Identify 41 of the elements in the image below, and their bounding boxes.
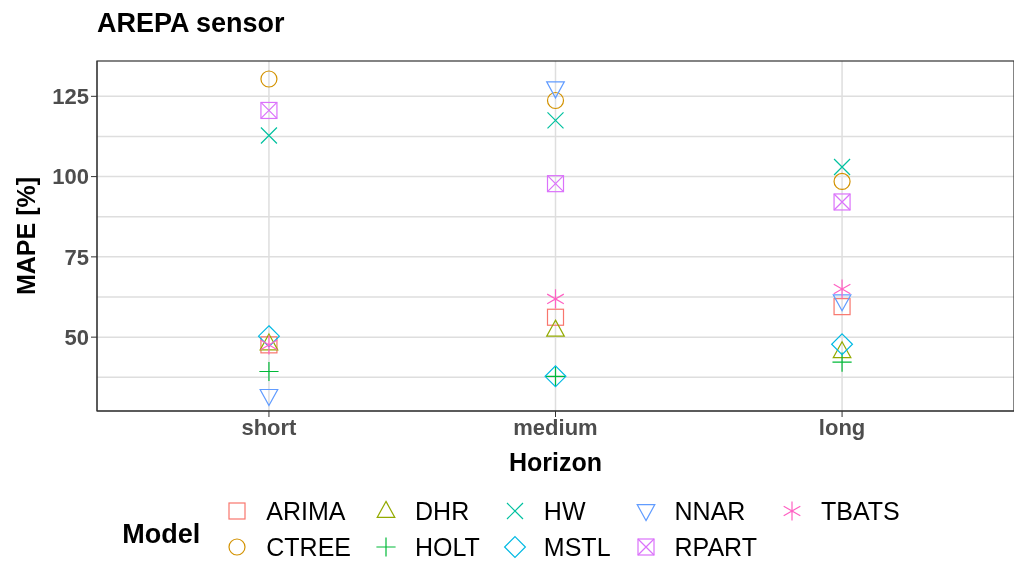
point [546, 111, 565, 129]
legend-label: CTREE [266, 532, 352, 562]
y-tick-label: 50 [64, 324, 89, 350]
y-axis-title: MAPE [%] [11, 176, 40, 296]
point [260, 126, 278, 145]
legend-title: Model [122, 518, 201, 550]
x-tick-label: short [241, 414, 298, 440]
point [833, 172, 851, 191]
point [833, 193, 851, 211]
point [832, 341, 852, 359]
point [833, 298, 851, 316]
y-tick-label: 125 [52, 84, 89, 110]
point [257, 325, 280, 348]
legend-label: HW [543, 496, 586, 526]
legend-label: ARIMA [266, 496, 346, 526]
point [258, 361, 280, 382]
point [546, 81, 565, 99]
legend-label: TBATS [820, 496, 900, 526]
point [833, 158, 851, 176]
legend-label: HOLT [415, 532, 480, 562]
point [546, 91, 565, 110]
legend-label: MSTL [543, 532, 611, 562]
y-tick-label: 75 [64, 244, 89, 270]
x-axis-title: Horizon [508, 448, 603, 476]
point [546, 288, 565, 310]
legend-label: RPART [674, 532, 757, 562]
point [831, 333, 854, 356]
point [833, 278, 851, 300]
x-tick-label: medium [513, 414, 598, 440]
point [259, 388, 279, 407]
point [546, 308, 565, 326]
point [546, 175, 565, 193]
x-tick-label: long [818, 414, 866, 440]
point [546, 319, 565, 337]
point [260, 70, 278, 88]
legend-label: NNAR [674, 496, 746, 526]
point [832, 294, 852, 312]
y-tick-label: 100 [52, 164, 89, 190]
chart-title: AREPA sensor [97, 8, 286, 40]
point [260, 101, 278, 120]
legend-label: DHR [415, 496, 470, 526]
